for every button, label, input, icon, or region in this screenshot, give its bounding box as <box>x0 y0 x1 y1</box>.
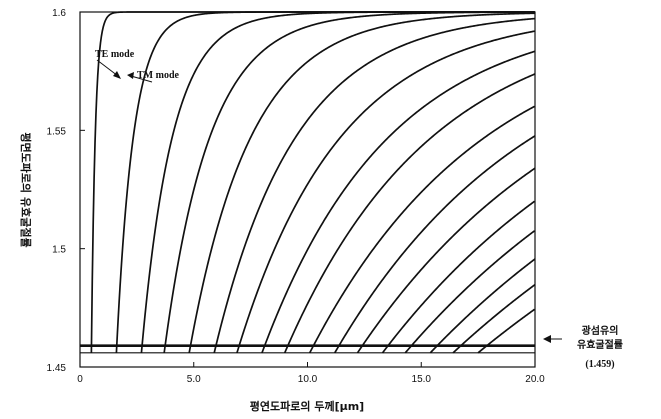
mode-curve <box>452 283 536 354</box>
x-tick-label: 5.0 <box>187 374 201 385</box>
plot-area <box>79 11 536 368</box>
mode-curve <box>429 258 536 354</box>
mode-curve <box>356 167 536 354</box>
te-mode-label: TE mode <box>95 49 135 60</box>
y-tick-label: 1.45 <box>47 363 67 374</box>
tm-mode-annotation: TM mode <box>127 70 180 83</box>
fiber-index-arrowhead <box>543 335 551 343</box>
tm-mode-arrowhead <box>127 72 134 79</box>
te-mode-arrow <box>96 59 119 77</box>
x-axis-title: 평연도파로의 두께[μm] <box>250 399 364 413</box>
x-tick-label: 10.0 <box>298 374 318 385</box>
fiber-index-value: (1.459) <box>585 359 614 370</box>
fiber-index-annotation: 광섬유의 유효굴절률 (1.459) <box>543 324 623 370</box>
mode-curve <box>404 230 536 354</box>
mode-curve <box>90 11 535 353</box>
mode-curve <box>213 17 535 353</box>
mode-curve <box>283 73 536 354</box>
tm-mode-label: TM mode <box>137 70 180 81</box>
mode-curve <box>163 11 535 353</box>
y-tick-label: 1.55 <box>47 126 67 137</box>
fiber-index-label-line1: 광섬유의 <box>582 324 619 337</box>
tm-mode-arrow <box>130 75 153 83</box>
mode-curve <box>236 30 535 354</box>
x-tick-label: 20.0 <box>525 374 545 385</box>
y-tick-label: 1.5 <box>52 245 66 256</box>
te-mode-arrowhead <box>113 71 121 79</box>
mode-curve <box>309 105 535 354</box>
mode-curves <box>90 11 536 354</box>
te-mode-annotation: TE mode <box>95 49 135 79</box>
mode-curve <box>261 50 536 354</box>
y-axis: 1.45 1.5 1.55 1.6 <box>47 8 85 374</box>
x-axis: 0 5.0 10.0 15.0 20.0 <box>77 362 545 385</box>
fiber-index-label-line2: 유효굴절률 <box>577 338 623 351</box>
x-tick-label: 15.0 <box>412 374 432 385</box>
y-axis-title: 평면도파로의 유효굴절률 <box>19 132 33 247</box>
mode-curve <box>381 200 536 354</box>
mode-curve <box>334 135 536 354</box>
x-tick-label: 0 <box>77 374 83 385</box>
y-tick-label: 1.6 <box>52 8 66 19</box>
mode-curve <box>188 12 536 353</box>
